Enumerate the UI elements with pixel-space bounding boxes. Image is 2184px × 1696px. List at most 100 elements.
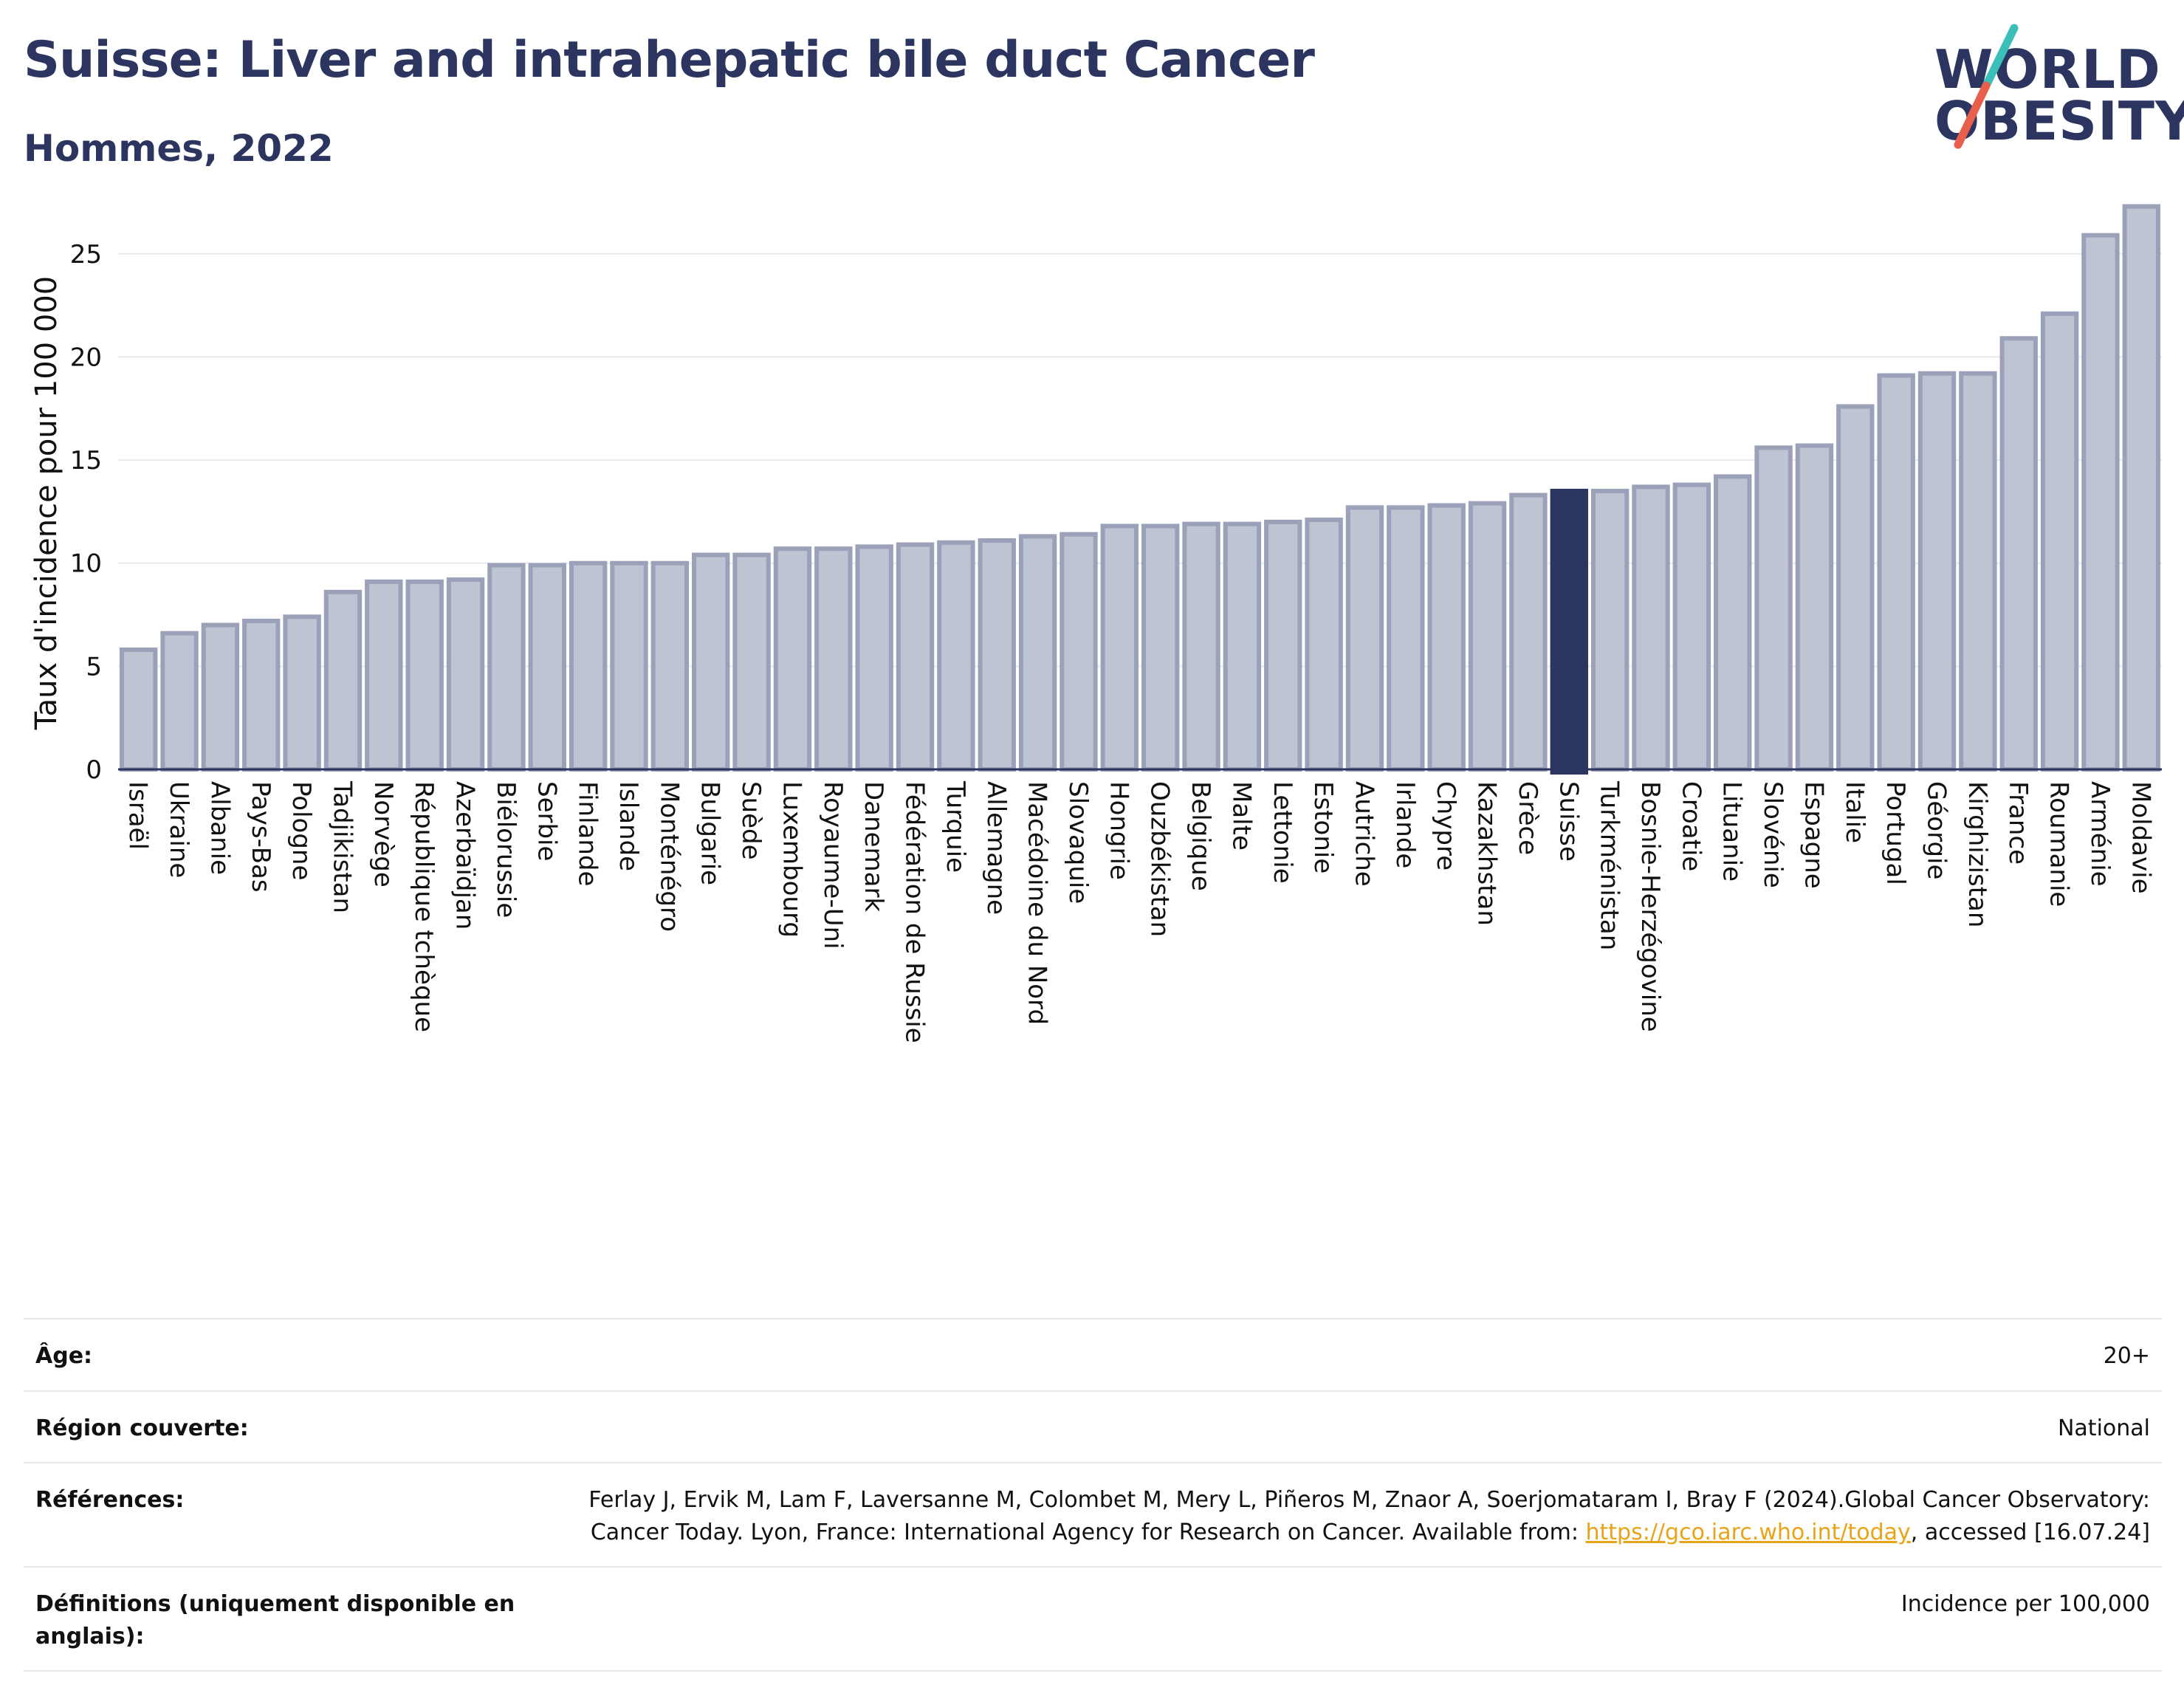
bar [1509, 492, 1548, 772]
bar [1672, 482, 1711, 772]
x-tick-label: Moldavie [2126, 781, 2155, 894]
x-tick-label: Espagne [1799, 781, 1828, 889]
reference-link[interactable]: https://gco.iarc.who.int/today [1585, 1519, 1911, 1545]
x-tick-label: Belgique [1186, 781, 1215, 891]
x-tick-label: Suisse [1553, 781, 1583, 862]
bar [365, 579, 403, 772]
bar [1141, 523, 1180, 772]
bar [1999, 336, 2038, 772]
x-tick-label: Pologne [286, 781, 316, 880]
x-tick-label: Fédération de Russie [900, 781, 930, 1043]
x-tick-label: Tadjikistan [327, 780, 357, 913]
bar [1345, 505, 1384, 772]
x-tick-label: Kazakhstan [1472, 781, 1502, 926]
bar [446, 577, 485, 772]
bar [1754, 445, 1793, 772]
bar [1223, 521, 1262, 772]
x-tick-label: Lettonie [1268, 781, 1297, 884]
bar [242, 618, 281, 772]
y-tick-label: 25 [70, 240, 102, 269]
x-tick-label: Serbie [532, 781, 561, 861]
x-tick-label: Ukraine [164, 781, 193, 878]
info-row-region: Région couverte: National [24, 1390, 2162, 1463]
x-tick-label: Islande [614, 781, 643, 871]
x-tick-label: Turquie [941, 780, 970, 873]
bar [1100, 523, 1139, 772]
x-tick-label: Monténégro [654, 781, 684, 932]
info-row-definitions: Définitions (uniquement disponible en an… [24, 1566, 2162, 1672]
bar [2081, 233, 2120, 772]
x-tick-label: Pays-Bas [246, 781, 275, 893]
x-tick-label: Ouzbékistan [1145, 781, 1175, 937]
bar [1917, 371, 1957, 772]
x-tick-label: Azerbaïdjan [450, 781, 480, 930]
x-tick-label: Slovaquie [1063, 781, 1093, 904]
x-tick-label: Norvège [368, 781, 398, 888]
x-tick-label: Lituanie [1717, 781, 1747, 882]
bar [1877, 373, 1915, 772]
bar [1305, 518, 1343, 772]
x-tick-label: France [2003, 781, 2033, 865]
x-tick-label: Croatie [1676, 781, 1706, 871]
bar [1836, 404, 1875, 772]
info-label: Définitions (uniquement disponible en an… [35, 1591, 515, 1649]
bar [283, 614, 321, 772]
x-tick-label: Allemagne [981, 781, 1011, 915]
x-tick-label: Finlande [573, 781, 602, 886]
bar [650, 560, 690, 772]
bar [1387, 505, 1425, 772]
bar [1550, 488, 1588, 775]
x-tick-label: Biélorussie [491, 781, 521, 918]
x-tick-label: Luxembourg [777, 781, 806, 938]
y-tick-label: 15 [70, 446, 102, 476]
info-row-age: Âge: 20+ [24, 1318, 2162, 1390]
bar [160, 631, 199, 772]
x-tick-label: Grèce [1513, 781, 1542, 855]
category-labels: Israël Ukraine Albanie Pays-Bas Pologne Tadji… [123, 780, 2156, 1043]
bar [405, 579, 444, 772]
x-tick-label: Irlande [1390, 781, 1420, 868]
bars [119, 204, 2161, 775]
bar [1182, 521, 1220, 772]
bar [2122, 204, 2161, 772]
x-tick-label: Arménie [2085, 781, 2115, 887]
info-label: Âge: [35, 1343, 93, 1369]
bar [1959, 371, 1997, 772]
y-tick-label: 10 [70, 549, 102, 579]
bar [855, 544, 893, 772]
x-tick-label: Bosnie-Herzégovine [1635, 781, 1665, 1032]
info-table: Âge: 20+ Région couverte: National Référ… [24, 1318, 2162, 1672]
x-tick-label: Estonie [1308, 781, 1338, 873]
bar-chart: 0 5 10 15 20 25 Israël Ukraine Albanie Pays-Bas P… [30, 204, 2162, 1043]
bar [732, 552, 771, 772]
info-label: Références: [35, 1487, 185, 1513]
x-tick-label: Danemark [859, 781, 888, 912]
info-value: National [2057, 1415, 2150, 1441]
bar [1060, 532, 1098, 772]
logo-line1: WORLD [1934, 38, 2161, 100]
reference-accessed: , accessed [16.07.24] [1910, 1519, 2150, 1545]
info-value: Ferlay J, Ervik M, Lam F, Laversanne M, … [563, 1484, 2150, 1548]
page-title: Suisse: Liver and intrahepatic bile duct… [24, 31, 1315, 89]
x-tick-label: Hongrie [1104, 781, 1133, 880]
x-tick-label: Géorgie [1922, 781, 1951, 879]
bar [569, 560, 608, 772]
bar [1632, 484, 1670, 772]
x-tick-label: Turkménistan [1595, 780, 1624, 950]
bar [528, 563, 566, 772]
y-tick-label: 20 [70, 343, 102, 372]
x-tick-label: Albanie [205, 781, 234, 875]
x-tick-label: République tchèque [409, 781, 439, 1032]
bar [1590, 488, 1630, 772]
info-label: Région couverte: [35, 1415, 249, 1441]
bar [1264, 519, 1302, 772]
x-tick-label: Bulgarie [696, 781, 725, 885]
x-tick-label: Kirghizistan [1962, 781, 1992, 927]
y-tick-label: 5 [86, 652, 102, 682]
bar [1468, 501, 1507, 772]
bar [814, 546, 853, 772]
bar [201, 622, 240, 772]
x-tick-label: Chypre [1431, 781, 1460, 871]
y-axis-label: Taux d'incidence pour 100 000 [30, 276, 63, 730]
bar [323, 589, 363, 772]
